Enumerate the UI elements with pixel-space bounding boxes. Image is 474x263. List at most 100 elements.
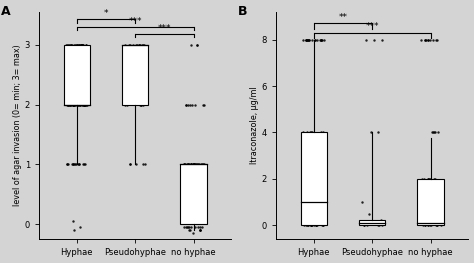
Point: [424, 218, 431, 222]
Text: ***: ***: [365, 22, 379, 31]
Point: [64, 103, 72, 107]
Point: [377, 218, 384, 222]
Point: [76, 225, 83, 230]
Point: [78, 103, 86, 107]
Point: [72, 162, 79, 166]
Point: [185, 228, 192, 232]
Point: [186, 219, 194, 224]
Text: ***: ***: [128, 17, 142, 26]
Point: [311, 37, 319, 42]
Point: [69, 103, 77, 107]
Point: [433, 37, 441, 42]
Point: [307, 223, 315, 227]
Point: [189, 162, 197, 166]
Point: [313, 223, 320, 227]
Point: [192, 162, 200, 166]
Point: [182, 103, 190, 107]
Point: [182, 225, 190, 230]
Point: [312, 177, 320, 181]
Point: [305, 223, 312, 227]
Point: [70, 162, 78, 166]
Y-axis label: Itraconazole, μg/ml: Itraconazole, μg/ml: [250, 87, 259, 164]
Point: [70, 103, 78, 107]
Point: [82, 103, 89, 107]
Point: [309, 37, 316, 42]
Point: [70, 228, 77, 232]
Point: [64, 162, 71, 166]
Point: [318, 223, 326, 227]
Point: [187, 162, 195, 166]
Point: [304, 221, 311, 225]
Point: [75, 43, 83, 47]
Point: [70, 162, 77, 166]
Point: [78, 43, 86, 47]
Point: [75, 162, 82, 166]
Point: [311, 37, 319, 42]
Point: [190, 162, 198, 166]
Text: *: *: [104, 9, 108, 18]
Point: [184, 225, 191, 230]
Point: [427, 177, 434, 181]
Point: [363, 223, 371, 227]
Point: [76, 103, 83, 107]
Point: [427, 212, 435, 216]
Point: [310, 223, 318, 227]
Point: [432, 222, 439, 226]
Point: [428, 130, 436, 135]
Point: [186, 219, 194, 224]
Point: [71, 103, 78, 107]
Point: [301, 223, 308, 227]
Point: [360, 223, 368, 227]
Point: [304, 37, 311, 42]
Point: [66, 103, 73, 107]
Point: [300, 177, 308, 181]
Point: [80, 103, 88, 107]
Point: [302, 223, 310, 227]
Point: [65, 103, 73, 107]
Point: [320, 222, 328, 226]
Point: [135, 43, 142, 47]
Point: [365, 212, 373, 216]
Point: [419, 200, 427, 204]
Point: [424, 37, 431, 42]
Point: [186, 228, 194, 232]
Point: [78, 43, 85, 47]
Point: [308, 223, 315, 227]
Point: [74, 43, 82, 47]
Point: [433, 223, 441, 227]
Point: [360, 223, 367, 227]
Point: [308, 130, 315, 135]
Point: [73, 43, 81, 47]
Point: [427, 200, 435, 204]
Point: [185, 225, 192, 230]
Point: [79, 162, 86, 166]
Point: [358, 200, 365, 204]
Point: [69, 103, 76, 107]
Point: [367, 221, 375, 225]
Point: [303, 130, 311, 135]
Point: [417, 37, 424, 42]
Point: [306, 222, 313, 226]
Point: [432, 223, 439, 227]
Point: [424, 177, 431, 181]
Point: [378, 37, 385, 42]
Point: [192, 219, 200, 224]
Point: [200, 103, 207, 107]
Point: [312, 223, 319, 227]
Point: [319, 223, 327, 227]
Point: [184, 162, 192, 166]
Point: [122, 103, 129, 107]
Point: [426, 37, 433, 42]
Point: [191, 103, 199, 107]
Point: [427, 223, 434, 227]
Point: [127, 43, 134, 47]
Point: [79, 43, 86, 47]
Point: [75, 103, 83, 107]
Point: [199, 162, 207, 166]
Point: [190, 231, 197, 236]
Point: [424, 223, 431, 227]
Point: [319, 37, 326, 42]
Point: [64, 162, 72, 166]
Point: [302, 37, 310, 42]
Text: ***: ***: [158, 24, 171, 33]
